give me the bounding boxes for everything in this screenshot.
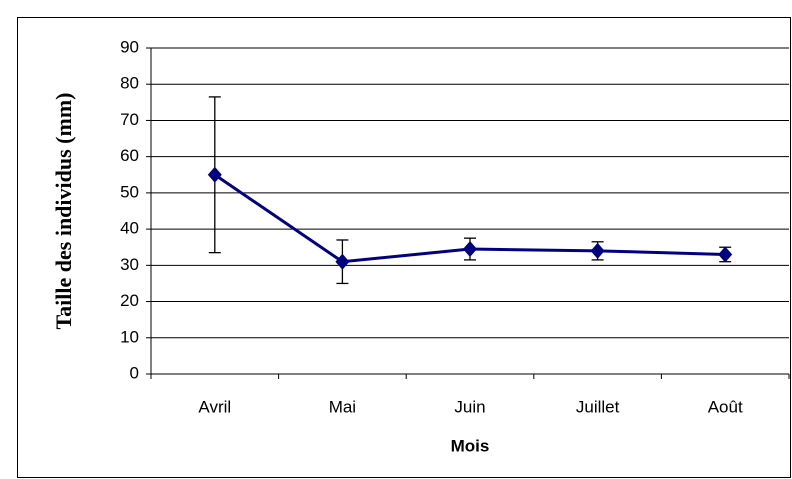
y-tick-label: 80 (120, 74, 139, 93)
marker (590, 242, 605, 259)
marker (463, 241, 477, 258)
y-tick-label: 0 (130, 363, 139, 382)
y-tick-label: 90 (120, 37, 139, 56)
marker (207, 166, 222, 183)
y-tick-label: 30 (120, 255, 139, 274)
y-axis-label: Taille des individus (mm) (51, 93, 76, 330)
marker (335, 253, 350, 270)
x-tick-label: Juillet (576, 397, 620, 416)
marker (718, 246, 733, 263)
y-tick-label: 20 (120, 291, 139, 310)
y-tick-label: 70 (120, 110, 139, 129)
x-tick-label: Juin (454, 397, 485, 416)
x-tick-label: Août (708, 397, 743, 416)
x-tick-label: Avril (198, 397, 231, 416)
y-tick-label: 60 (120, 146, 139, 165)
chart-frame (17, 17, 791, 478)
x-tick-label: Mai (329, 397, 356, 416)
y-tick-label: 10 (120, 327, 139, 346)
x-axis-label: Mois (451, 436, 490, 455)
y-tick-label: 50 (120, 182, 139, 201)
y-tick-label: 40 (120, 219, 139, 238)
